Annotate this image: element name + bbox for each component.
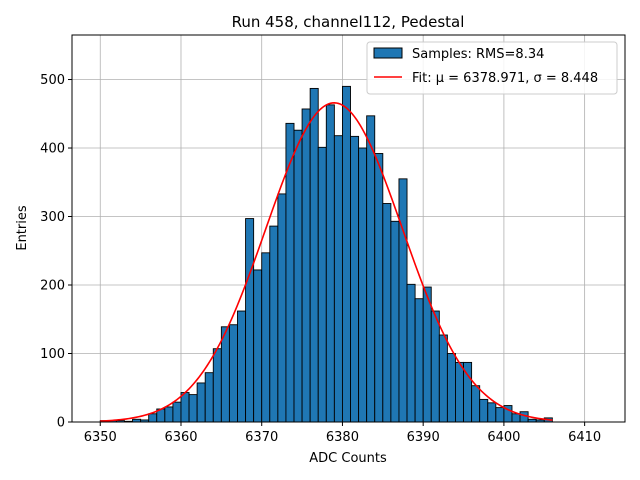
x-tick-label: 6370 (245, 430, 278, 445)
plot-frame (71, 34, 626, 423)
histogram-bar (471, 385, 481, 423)
legend: Samples: RMS=8.34 Fit: μ = 6378.971, σ =… (366, 41, 618, 95)
x-tick-label: 6350 (84, 430, 117, 445)
histogram-bar (366, 115, 376, 423)
histogram-bar (511, 413, 521, 423)
histogram-bar (398, 178, 408, 423)
y-tick-label: 400 (40, 142, 65, 157)
histogram-bar (479, 398, 489, 423)
x-tick-label: 6390 (407, 430, 440, 445)
histogram-bar (253, 269, 263, 423)
legend-label-fit: Fit: μ = 6378.971, σ = 8.448 (412, 71, 598, 86)
histogram-bar (188, 394, 198, 423)
histogram-bar (220, 326, 230, 423)
histogram-bar (455, 361, 464, 423)
histogram-bar (212, 348, 222, 423)
histogram-bar (438, 334, 448, 423)
histogram-bar (228, 324, 238, 423)
y-tick-label: 300 (40, 210, 65, 225)
histogram-bar (164, 406, 174, 423)
histogram-bar (382, 203, 392, 423)
x-tick-label: 6410 (568, 430, 601, 445)
y-axis-ticks: 0 100 200 300 400 500 (40, 73, 72, 431)
x-tick-label: 6360 (164, 430, 197, 445)
histogram-bar (148, 413, 158, 423)
histogram-bar (374, 153, 384, 423)
histogram-bar (495, 407, 505, 423)
histogram-bar (172, 401, 182, 423)
histogram-bar (430, 310, 440, 423)
histogram-bar (237, 310, 247, 423)
histogram-bar (204, 372, 214, 423)
histogram-bar (358, 147, 368, 423)
histogram-bar (309, 87, 319, 423)
histogram-bar (390, 220, 400, 423)
y-tick-label: 0 (57, 416, 65, 431)
histogram-bar (325, 104, 335, 423)
histogram-bars (99, 85, 553, 423)
histogram-bar (245, 218, 255, 423)
histogram-bar (487, 402, 497, 423)
x-tick-label: 6380 (326, 430, 359, 445)
histogram-bar (406, 283, 416, 423)
histogram-bar (422, 286, 432, 423)
fit-curve-layer (100, 102, 553, 422)
histogram-bar (196, 382, 206, 423)
y-tick-label: 200 (40, 279, 65, 294)
histogram-bar (350, 135, 360, 423)
chart-title: Run 458, channel112, Pedestal (232, 13, 465, 31)
histogram-bar (293, 129, 303, 423)
histogram-bar (446, 353, 456, 423)
histogram-bar (333, 135, 343, 423)
legend-label-samples: Samples: RMS=8.34 (412, 47, 544, 62)
x-tick-label: 6400 (487, 430, 520, 445)
fit-curve (100, 102, 553, 422)
histogram-bar (341, 85, 351, 423)
histogram-bar (180, 392, 190, 423)
y-tick-label: 500 (40, 73, 65, 88)
y-tick-label: 100 (40, 347, 65, 362)
x-axis-title: ADC Counts (309, 451, 387, 466)
histogram-bar (261, 252, 271, 423)
legend-bar-swatch (373, 47, 403, 59)
legend-box (366, 41, 618, 95)
x-axis-ticks: 6350 6360 6370 6380 6390 6400 6410 (84, 422, 601, 445)
histogram-bar (317, 146, 327, 423)
histogram-bar (301, 108, 311, 423)
histogram-bar (269, 225, 279, 423)
histogram-bar (277, 193, 287, 423)
y-axis-title: Entries (15, 205, 30, 251)
histogram-bar (414, 298, 424, 423)
